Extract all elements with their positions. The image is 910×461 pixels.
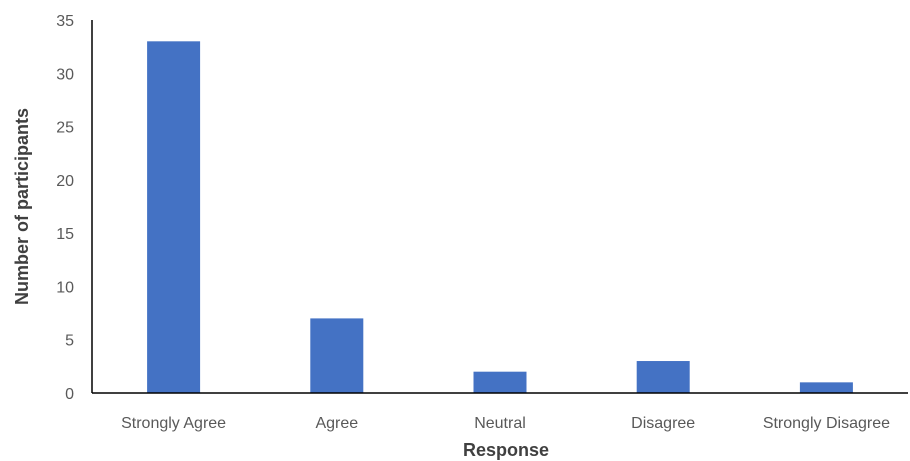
y-axis-ticks: 0 5 10 15 20 25 30 35 xyxy=(56,13,74,403)
x-tick-label: Neutral xyxy=(474,415,526,432)
bar xyxy=(147,41,201,394)
y-tick-label: 10 xyxy=(56,279,74,296)
x-axis-title: Response xyxy=(463,440,549,460)
y-tick-label: 15 xyxy=(56,226,74,243)
x-tick-label: Strongly Disagree xyxy=(763,415,890,432)
bar xyxy=(799,382,853,393)
bar xyxy=(636,361,690,393)
y-tick-label: 30 xyxy=(56,66,74,83)
y-tick-label: 20 xyxy=(56,173,74,190)
y-axis-title: Number of participants xyxy=(12,108,32,305)
bars xyxy=(147,41,853,394)
x-tick-label: Strongly Agree xyxy=(121,415,226,432)
y-tick-label: 25 xyxy=(56,120,74,137)
x-tick-label: Agree xyxy=(315,415,358,432)
y-tick-label: 5 xyxy=(65,333,74,350)
x-axis-categories: Strongly Agree Agree Neutral Disagree Strong… xyxy=(121,415,890,432)
y-tick-label: 35 xyxy=(56,13,74,30)
bar xyxy=(310,318,364,393)
x-tick-label: Disagree xyxy=(631,415,695,432)
y-tick-label: 0 xyxy=(65,386,74,403)
bar xyxy=(473,371,527,393)
